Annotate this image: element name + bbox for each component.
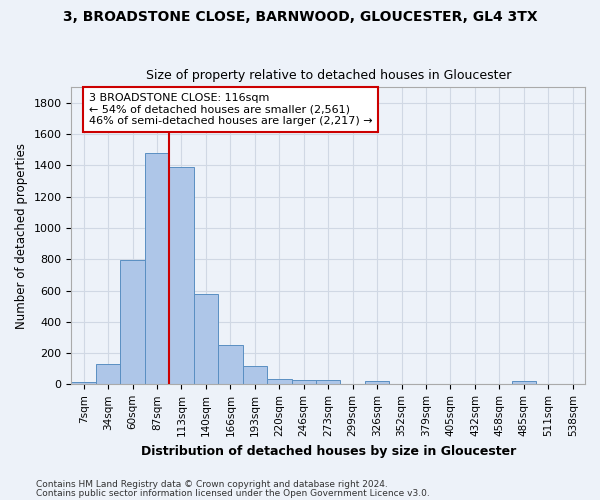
Bar — [512, 381, 536, 384]
Bar — [218, 345, 242, 385]
Bar — [121, 260, 145, 384]
Bar — [145, 153, 169, 384]
Bar — [242, 366, 267, 384]
Text: Contains public sector information licensed under the Open Government Licence v3: Contains public sector information licen… — [36, 488, 430, 498]
Bar — [169, 167, 194, 384]
Bar — [292, 380, 316, 384]
Bar — [316, 380, 340, 384]
X-axis label: Distribution of detached houses by size in Gloucester: Distribution of detached houses by size … — [140, 444, 516, 458]
Text: 3, BROADSTONE CLOSE, BARNWOOD, GLOUCESTER, GL4 3TX: 3, BROADSTONE CLOSE, BARNWOOD, GLOUCESTE… — [62, 10, 538, 24]
Y-axis label: Number of detached properties: Number of detached properties — [15, 143, 28, 329]
Bar — [267, 379, 292, 384]
Bar — [194, 294, 218, 384]
Bar — [365, 381, 389, 384]
Bar — [71, 382, 96, 384]
Bar — [96, 364, 121, 384]
Title: Size of property relative to detached houses in Gloucester: Size of property relative to detached ho… — [146, 69, 511, 82]
Text: Contains HM Land Registry data © Crown copyright and database right 2024.: Contains HM Land Registry data © Crown c… — [36, 480, 388, 489]
Text: 3 BROADSTONE CLOSE: 116sqm
← 54% of detached houses are smaller (2,561)
46% of s: 3 BROADSTONE CLOSE: 116sqm ← 54% of deta… — [89, 93, 372, 126]
